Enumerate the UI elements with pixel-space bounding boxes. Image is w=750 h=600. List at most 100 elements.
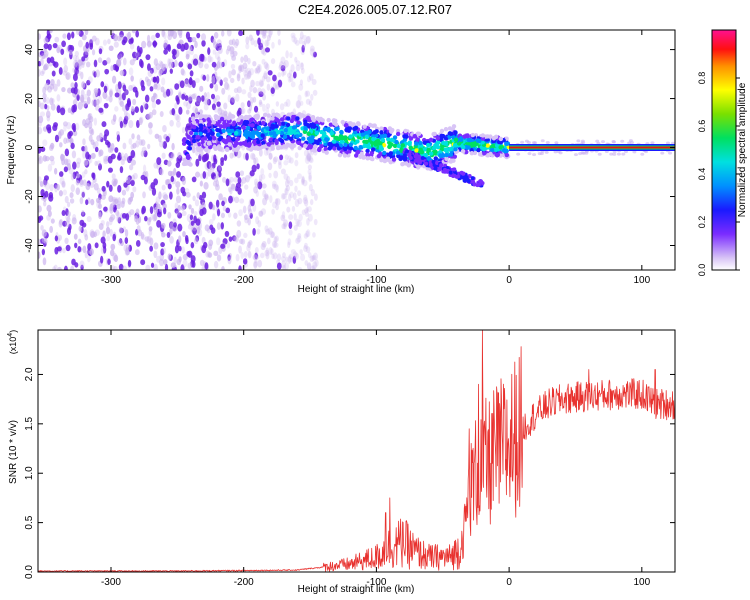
noise-speck [180, 186, 186, 194]
spectrogram-y-label: Frequency (Hz) [6, 116, 17, 185]
noise-speck [86, 89, 91, 97]
tone-halo [537, 152, 542, 156]
noise-speck [105, 226, 111, 235]
noise-speck [87, 159, 91, 165]
noise-speck [178, 92, 182, 99]
noise-speck [236, 229, 242, 238]
noise-speck [174, 113, 180, 121]
noise-speck [66, 227, 71, 236]
signal-speck [483, 134, 489, 139]
noise-speck [60, 48, 65, 55]
signal-speck [190, 117, 196, 122]
noise-speck [277, 72, 282, 78]
noise-speck [117, 239, 123, 246]
noise-speck [70, 142, 75, 150]
signal-speck [448, 152, 454, 157]
signal-speck [189, 130, 194, 136]
noise-speck [300, 67, 305, 74]
noise-speck [65, 73, 70, 80]
noise-speck [89, 42, 94, 50]
noise-speck [203, 103, 209, 111]
noise-speck [127, 259, 132, 267]
noise-speck [314, 259, 319, 267]
noise-speck [125, 244, 130, 252]
noise-speck [161, 232, 166, 238]
noise-speck [284, 179, 290, 188]
noise-speck [149, 237, 154, 246]
signal-speck [191, 138, 197, 144]
noise-speck [136, 225, 141, 232]
noise-speck [305, 246, 311, 254]
noise-speck [38, 126, 43, 135]
noise-speck [265, 107, 270, 115]
noise-speck [264, 249, 270, 257]
noise-speck [81, 81, 86, 89]
signal-tail-speck [476, 182, 481, 187]
noise-speck [189, 48, 194, 55]
noise-speck [170, 176, 175, 183]
noise-speck [175, 161, 181, 169]
signal-speck [236, 117, 241, 123]
noise-speck [38, 60, 42, 67]
snr-y-label: SNR (10 * v/v) [8, 420, 19, 484]
noise-speck [90, 139, 95, 146]
colorbar-tick-label: 0.6 [697, 120, 707, 133]
noise-speck [173, 59, 178, 67]
noise-speck [285, 184, 291, 192]
noise-speck [95, 69, 101, 78]
noise-speck [189, 70, 194, 77]
noise-speck [186, 101, 192, 110]
noise-speck [295, 218, 300, 227]
noise-speck [312, 261, 318, 270]
noise-speck [290, 32, 296, 39]
noise-speck [231, 96, 236, 103]
noise-speck [235, 93, 240, 102]
noise-speck [301, 44, 305, 53]
noise-speck [126, 98, 131, 106]
noise-speck [158, 134, 162, 143]
noise-speck [255, 216, 260, 225]
noise-speck [259, 30, 263, 35]
noise-speck [246, 244, 251, 252]
noise-speck [264, 225, 269, 232]
signal-speck [232, 143, 238, 148]
noise-speck [111, 173, 116, 180]
noise-speck [277, 38, 282, 46]
noise-speck [252, 227, 256, 236]
noise-speck [227, 186, 232, 193]
noise-speck [118, 97, 124, 106]
noise-speck [109, 228, 113, 237]
noise-speck [244, 217, 249, 224]
noise-speck [93, 182, 99, 191]
noise-speck [233, 87, 239, 94]
signal-speck [296, 140, 302, 146]
noise-speck [79, 179, 84, 186]
colorbar-tick-label: 0.4 [697, 168, 707, 181]
noise-speck [217, 56, 221, 63]
noise-speck [190, 207, 195, 215]
noise-speck [306, 152, 311, 160]
noise-speck [261, 240, 267, 248]
noise-speck [47, 210, 52, 217]
signal-speck [198, 113, 204, 118]
tone-halo [520, 140, 525, 144]
noise-speck [56, 246, 62, 252]
noise-speck [143, 150, 148, 158]
signal-speck [394, 139, 399, 145]
noise-speck [250, 152, 256, 160]
signal-speck [322, 131, 327, 136]
noise-speck [76, 173, 80, 179]
noise-speck [72, 54, 77, 61]
noise-speck [260, 46, 266, 55]
noise-speck [230, 183, 235, 190]
signal-speck [306, 131, 311, 137]
noise-speck [114, 147, 119, 153]
noise-speck [296, 220, 302, 228]
noise-speck [87, 243, 92, 251]
noise-speck [181, 126, 186, 134]
signal-speck [355, 139, 360, 144]
signal-speck [358, 154, 363, 160]
signal-speck [181, 161, 187, 167]
signal-speck [414, 148, 419, 153]
signal-speck [285, 122, 291, 128]
